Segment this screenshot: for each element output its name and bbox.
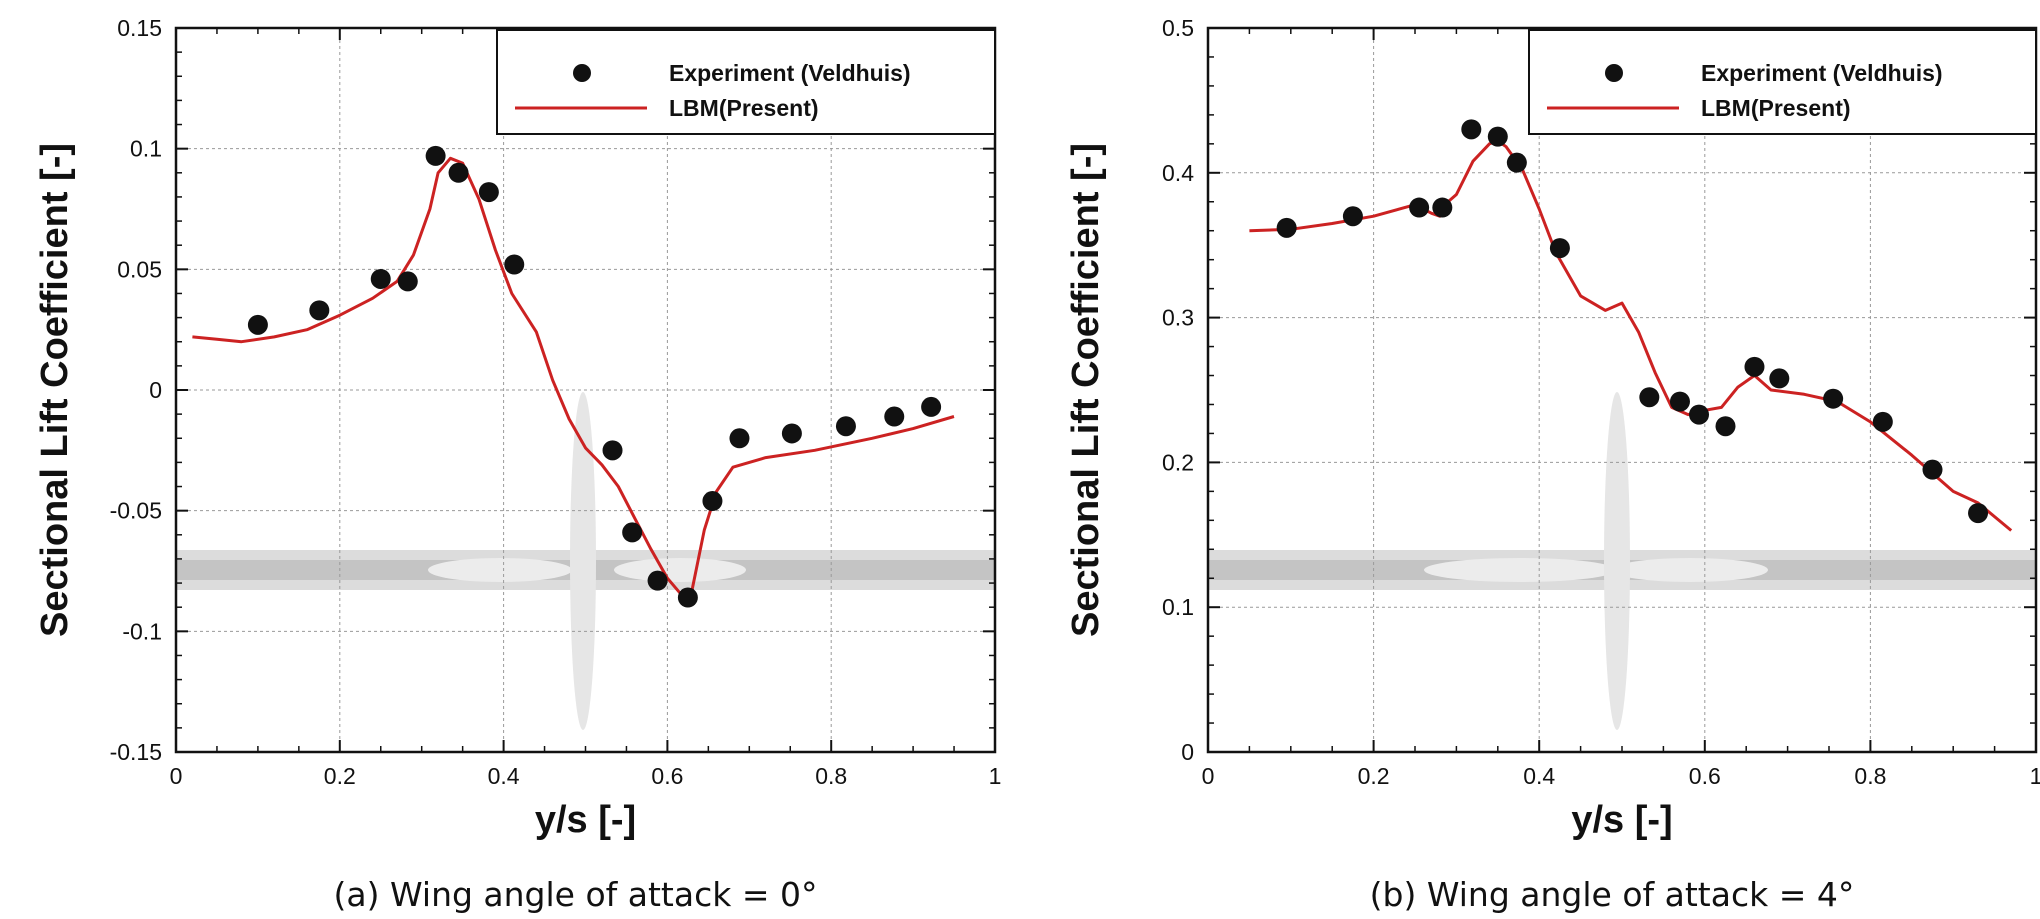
x-axis-title: y/s [-] xyxy=(1571,799,1672,841)
propeller-wing-overlay xyxy=(1208,392,2036,730)
y-axis-ticks: 0 0.1 0.2 0.3 0.4 0.5 xyxy=(1162,15,2036,765)
propeller-blade xyxy=(1604,392,1630,730)
nacelle-highlight xyxy=(1424,558,1616,582)
chart-panel-b: 0 0.1 0.2 0.3 0.4 0.5 0 0.2 0.4 0.6 0.8 1 Experime… xyxy=(1065,15,2040,914)
x-tick-label: 0.6 xyxy=(1689,763,1721,789)
legend-label-experiment: Experiment (Veldhuis) xyxy=(1701,60,1943,86)
x-tick-label: 0.4 xyxy=(488,763,520,789)
grid xyxy=(176,28,995,752)
data-point-experiment xyxy=(448,162,469,183)
data-point-experiment xyxy=(884,406,905,427)
legend-box xyxy=(496,29,996,135)
data-point-experiment xyxy=(1872,411,1893,432)
data-point-experiment xyxy=(729,428,750,449)
legend-marker-experiment xyxy=(1605,64,1623,82)
y-tick-label: 0.15 xyxy=(117,15,162,41)
data-point-experiment xyxy=(921,396,942,417)
data-point-experiment xyxy=(309,300,330,321)
data-point-experiment xyxy=(1409,197,1430,218)
plot-frame xyxy=(1206,26,2038,754)
data-point-experiment xyxy=(1432,197,1453,218)
series-layer xyxy=(1249,119,2013,532)
data-point-experiment xyxy=(1342,206,1363,227)
y-tick-label: 0 xyxy=(149,377,162,403)
x-tick-label: 0.2 xyxy=(1358,763,1390,789)
data-point-experiment xyxy=(1461,119,1482,140)
data-point-experiment xyxy=(1715,416,1736,437)
data-point-experiment xyxy=(1744,356,1765,377)
data-point-experiment xyxy=(1549,238,1570,259)
data-point-experiment xyxy=(1639,387,1660,408)
legend-label-experiment: Experiment (Veldhuis) xyxy=(669,60,911,86)
series-line-lbm xyxy=(192,156,955,595)
x-tick-label: 0 xyxy=(1202,763,1215,789)
data-point-experiment xyxy=(247,314,268,335)
data-point-experiment xyxy=(1968,503,1989,524)
data-point-experiment xyxy=(1276,217,1297,238)
legend: Experiment (Veldhuis) LBM(Present) xyxy=(496,29,996,135)
propeller-wing-overlay xyxy=(176,392,995,730)
y-tick-label: 0.3 xyxy=(1162,305,1194,331)
y-tick-label: 0.5 xyxy=(1162,15,1194,41)
data-point-experiment xyxy=(677,587,698,608)
plot-frame xyxy=(174,26,997,754)
data-point-experiment xyxy=(504,254,525,275)
propeller-blade xyxy=(570,392,596,730)
data-point-experiment xyxy=(1769,368,1790,389)
panel-caption: (a) Wing angle of attack = 0° xyxy=(334,875,818,914)
x-tick-label: 0.2 xyxy=(324,763,356,789)
data-point-experiment xyxy=(835,416,856,437)
series-line-lbm xyxy=(1249,139,2013,532)
chart-panel-a: -0.15 -0.1 -0.05 0 0.05 0.1 0.15 0 0.2 0.4 0.6 0.8… xyxy=(34,15,1001,914)
data-point-experiment xyxy=(425,145,446,166)
y-tick-label: 0.4 xyxy=(1162,160,1194,186)
data-point-experiment xyxy=(1669,391,1690,412)
x-tick-label: 1 xyxy=(989,763,1002,789)
y-axis-title: Sectional Lift Coefficient [-] xyxy=(34,143,76,637)
legend-marker-experiment xyxy=(573,64,591,82)
data-point-experiment xyxy=(1487,126,1508,147)
x-tick-label: 0.8 xyxy=(815,763,847,789)
nacelle-highlight xyxy=(428,558,572,582)
nacelle-highlight xyxy=(1612,558,1768,582)
x-tick-label: 0.6 xyxy=(651,763,683,789)
y-tick-label: 0.1 xyxy=(130,136,162,162)
legend-box xyxy=(1528,29,2037,135)
x-tick-label: 0.4 xyxy=(1523,763,1555,789)
y-tick-label: -0.15 xyxy=(110,739,162,765)
data-point-experiment xyxy=(1823,388,1844,409)
x-tick-label: 0 xyxy=(170,763,183,789)
legend-label-lbm: LBM(Present) xyxy=(669,95,819,121)
y-tick-label: 0.1 xyxy=(1162,594,1194,620)
y-tick-label: -0.05 xyxy=(110,498,162,524)
y-tick-label: 0.05 xyxy=(117,256,162,282)
y-tick-label: 0.2 xyxy=(1162,449,1194,475)
data-point-experiment xyxy=(602,440,623,461)
data-point-experiment xyxy=(622,522,643,543)
data-point-experiment xyxy=(1689,404,1710,425)
series-layer xyxy=(192,145,955,608)
data-point-experiment xyxy=(647,570,668,591)
y-tick-label: -0.1 xyxy=(122,618,162,644)
data-point-experiment xyxy=(397,271,418,292)
grid xyxy=(1208,28,2036,752)
data-point-experiment xyxy=(781,423,802,444)
x-tick-label: 1 xyxy=(2030,763,2040,789)
data-point-experiment xyxy=(370,268,391,289)
data-point-experiment xyxy=(702,491,723,512)
panel-caption: (b) Wing angle of attack = 4° xyxy=(1370,875,1855,914)
x-tick-label: 0.8 xyxy=(1854,763,1886,789)
data-point-experiment xyxy=(1506,152,1527,173)
y-axis-title: Sectional Lift Coefficient [-] xyxy=(1065,143,1107,637)
legend: Experiment (Veldhuis) LBM(Present) xyxy=(1528,29,2037,135)
data-point-experiment xyxy=(478,182,499,203)
nacelle-highlight xyxy=(614,558,746,582)
legend-label-lbm: LBM(Present) xyxy=(1701,95,1851,121)
x-axis-title: y/s [-] xyxy=(535,799,636,841)
y-tick-label: 0 xyxy=(1181,739,1194,765)
data-point-experiment xyxy=(1922,459,1943,480)
